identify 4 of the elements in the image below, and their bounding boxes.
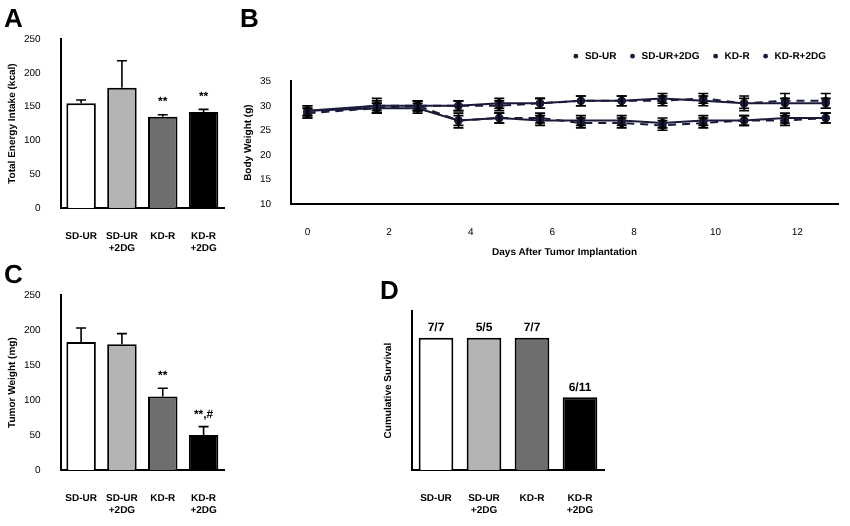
chart-title: B	[240, 2, 259, 33]
chart-title: D	[380, 274, 399, 305]
chart-title: A	[4, 2, 24, 33]
chart-title: C	[4, 258, 24, 289]
